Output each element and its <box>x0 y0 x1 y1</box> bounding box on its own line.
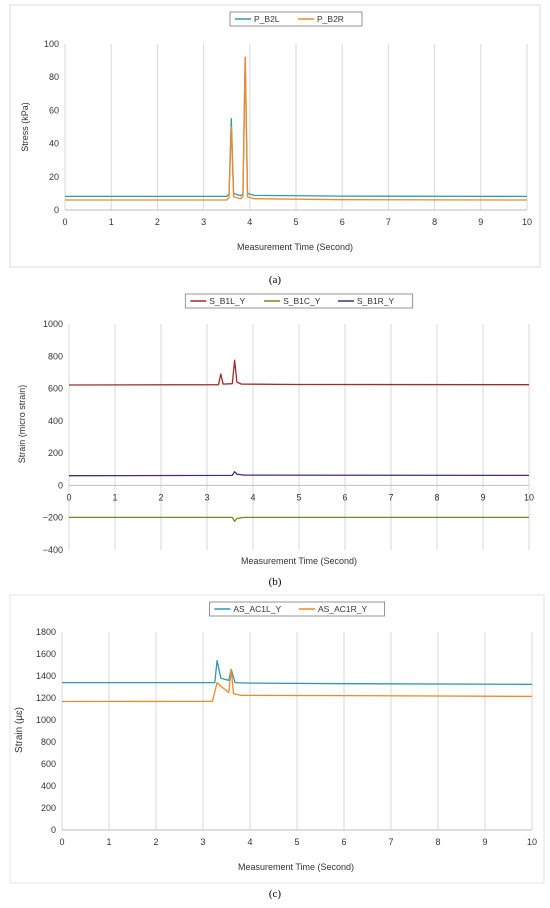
chart-c-legend-label-0: AS_AC1L_Y <box>233 604 281 614</box>
chart-b-y-tick-label: 0 <box>58 480 63 490</box>
chart-a-legend: P_B2L P_B2R <box>229 11 363 27</box>
chart-b-series-2-line <box>68 471 530 477</box>
chart-b-ylabel: Strain (micro strain) <box>17 385 27 464</box>
chart-b-legend: S_B1L_Y S_B1C_Y S_B1R_Y <box>184 293 414 309</box>
chart-a: 0 20 40 60 80 100 0 1 2 3 4 5 6 7 8 9 10 P_B2L P_B2R Measu… <box>9 4 541 268</box>
chart-c-panel-label: (c) <box>269 888 282 900</box>
chart-a-y-tick-label: 0 <box>54 205 59 215</box>
chart-b-series-0-line <box>68 359 530 386</box>
chart-b-y-tick-label: 200 <box>48 448 63 458</box>
chart-a-x-tick-label: 0 <box>62 217 67 227</box>
chart-b-y-tick-label: −400 <box>43 545 63 555</box>
chart-c-x-tick-label: 4 <box>247 837 252 847</box>
chart-a-x-tick-label: 3 <box>201 217 206 227</box>
chart-a-y-tick-label: 60 <box>49 105 59 115</box>
chart-a-x-tick-label: 8 <box>432 217 437 227</box>
chart-a-panel-label: (a) <box>269 274 282 286</box>
chart-c-y-tick-label: 200 <box>41 803 56 813</box>
chart-a-x-tick-label: 9 <box>478 217 483 227</box>
chart-b-x-tick-label: 5 <box>296 492 301 502</box>
chart-c-y-tick-label: 1800 <box>36 627 56 637</box>
chart-c-x-tick-label: 3 <box>200 837 205 847</box>
chart-a-legend-label-1: P_B2R <box>317 14 344 24</box>
chart-b-x-tick-label: 6 <box>342 492 347 502</box>
chart-b-x-tick-label: 8 <box>434 492 439 502</box>
chart-c-y-tick-label: 1600 <box>36 649 56 659</box>
chart-c-legend-label-1: AS_AC1R_Y <box>318 604 367 614</box>
chart-c-y-tick-label: 400 <box>41 781 56 791</box>
chart-b-x-tick-label: 7 <box>388 492 393 502</box>
chart-a-x-tick-label: 4 <box>247 217 252 227</box>
chart-c-y-tick-label: 800 <box>41 737 56 747</box>
chart-a-x-tick-label: 10 <box>522 217 532 227</box>
chart-c-x-tick-label: 0 <box>59 837 64 847</box>
chart-c-y-tick-label: 1400 <box>36 671 56 681</box>
chart-a-legend-label-0: P_B2L <box>254 14 280 24</box>
chart-b-panel-label: (b) <box>269 576 282 588</box>
chart-c-x-tick-label: 2 <box>153 837 158 847</box>
chart-a-x-tick-label: 1 <box>109 217 114 227</box>
chart-b-x-tick-label: 3 <box>204 492 209 502</box>
chart-a-legend-box <box>229 11 363 27</box>
chart-b-legend-box <box>184 293 414 309</box>
chart-a-y-tick-label: 100 <box>44 39 59 49</box>
chart-c-x-tick-label: 9 <box>482 837 487 847</box>
chart-b-x-tick-label: 1 <box>112 492 117 502</box>
chart-b-y-tick-label: 600 <box>48 384 63 394</box>
chart-c-x-tick-label: 7 <box>388 837 393 847</box>
chart-c-series-1-line <box>61 668 533 703</box>
chart-c-x-tick-label: 6 <box>341 837 346 847</box>
chart-b-x-tick-label: 0 <box>66 492 71 502</box>
chart-c-xlabel: Measurement Time (Second) <box>238 862 354 872</box>
chart-c-y-tick-label: 1000 <box>36 715 56 725</box>
chart-b-x-tick-label: 2 <box>158 492 163 502</box>
chart-b-xlabel: Measurement Time (Second) <box>241 556 357 566</box>
chart-a-x-tick-label: 7 <box>386 217 391 227</box>
chart-c-y-tick-label: 1200 <box>36 693 56 703</box>
chart-b-legend-label-1: S_B1C_Y <box>283 296 321 306</box>
chart-b-x-tick-label: 10 <box>524 492 534 502</box>
chart-b-y-tick-label: −200 <box>43 513 63 523</box>
chart-b-x-tick-label: 4 <box>250 492 255 502</box>
chart-a-x-tick-label: 6 <box>340 217 345 227</box>
chart-a-series-1-line <box>65 56 528 201</box>
chart-a-x-tick-label: 2 <box>155 217 160 227</box>
chart-a-xlabel: Measurement Time (Second) <box>237 242 353 252</box>
chart-c-x-tick-label: 8 <box>435 837 440 847</box>
chart-c-x-tick-label: 1 <box>106 837 111 847</box>
chart-c-legend-box <box>208 601 385 617</box>
chart-b-series-1-line <box>69 516 529 522</box>
chart-a-y-tick-label: 40 <box>49 139 59 149</box>
chart-c-legend: AS_AC1L_Y AS_AC1R_Y <box>208 601 385 617</box>
chart-a-y-tick-label: 20 <box>49 172 59 182</box>
chart-a-y-tick-label: 80 <box>49 72 59 82</box>
chart-c-y-tick-label: 600 <box>41 759 56 769</box>
chart-c-y-tick-label: 0 <box>51 825 56 835</box>
chart-c-ylabel: Strain (μɛ) <box>14 707 25 753</box>
chart-b-y-tick-label: 400 <box>48 416 63 426</box>
chart-a-x-tick-label: 5 <box>293 217 298 227</box>
chart-b-y-tick-label: 800 <box>48 351 63 361</box>
chart-b-legend-label-2: S_B1R_Y <box>357 296 395 306</box>
chart-c-frame <box>9 594 545 884</box>
chart-c: 0 200 400 600 800 1000 1200 1400 1600 1800 0 1 2 3 4 5 6… <box>9 594 545 884</box>
chart-a-frame <box>9 4 541 268</box>
chart-c-x-tick-label: 10 <box>527 837 537 847</box>
chart-b-legend-label-0: S_B1L_Y <box>209 296 245 306</box>
chart-c-x-tick-label: 5 <box>294 837 299 847</box>
chart-b-y-tick-label: 1000 <box>43 319 63 329</box>
chart-b: −400 −200 0 200 400 600 800 1000 0 1 2 3 4 5 6 7 8 9 10 S_B… <box>17 293 534 566</box>
chart-b-x-tick-label: 9 <box>480 492 485 502</box>
chart-a-ylabel: Stress (kPa) <box>20 102 30 152</box>
